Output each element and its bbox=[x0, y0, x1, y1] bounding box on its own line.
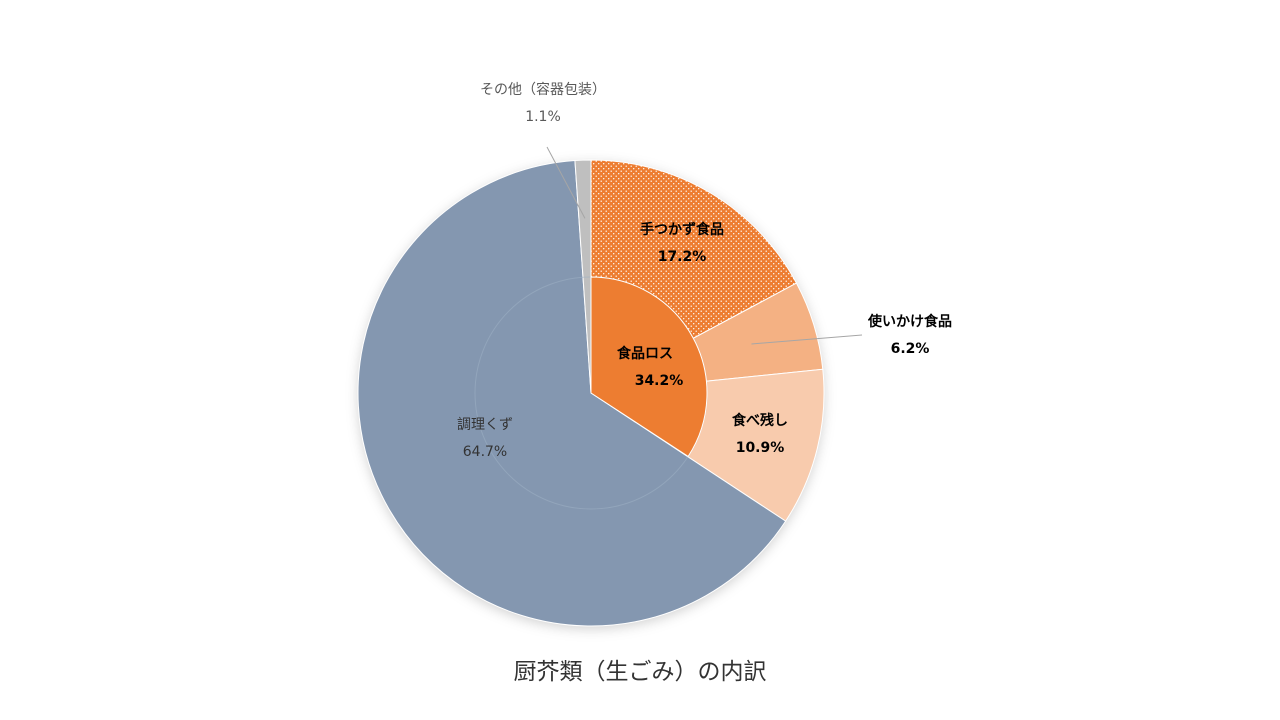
label-outer-2-name: 使いかけ食品 bbox=[867, 313, 952, 330]
slice-4 bbox=[357, 160, 787, 627]
label-outer-1-value: 17.2% bbox=[658, 249, 707, 265]
label-outer-3-value: 10.9% bbox=[736, 440, 785, 456]
label-outer-2-value: 6.2% bbox=[891, 341, 930, 357]
leader-line-outer-5 bbox=[546, 146, 586, 219]
leader-lines-layer bbox=[546, 146, 863, 345]
label-inner-name: 食品ロス bbox=[617, 345, 673, 362]
label-inner-value: 34.2% bbox=[635, 373, 684, 389]
label-outer-5-name: その他（容器包装） bbox=[480, 81, 606, 98]
slices-layer bbox=[357, 159, 825, 627]
chart-title: 厨芥類（生ごみ）の内訳 bbox=[513, 659, 767, 685]
label-outer-5-value: 1.1% bbox=[525, 109, 561, 125]
label-outer-3-name: 食べ残し bbox=[732, 412, 788, 429]
label-outer-4-value: 64.7% bbox=[463, 444, 507, 460]
label-outer-4-name: 調理くず bbox=[457, 417, 513, 433]
slice-5 bbox=[574, 159, 592, 394]
leader-line-outer-2 bbox=[751, 334, 863, 345]
labels-layer: 手つかず食品 17.2% 使いかけ食品 6.2% 食べ残し 10.9% 調理くず 64.7% そ… bbox=[457, 81, 952, 460]
label-outer-1-name: 手つかず食品 bbox=[640, 221, 724, 238]
slice-food-loss-inner bbox=[590, 276, 708, 458]
